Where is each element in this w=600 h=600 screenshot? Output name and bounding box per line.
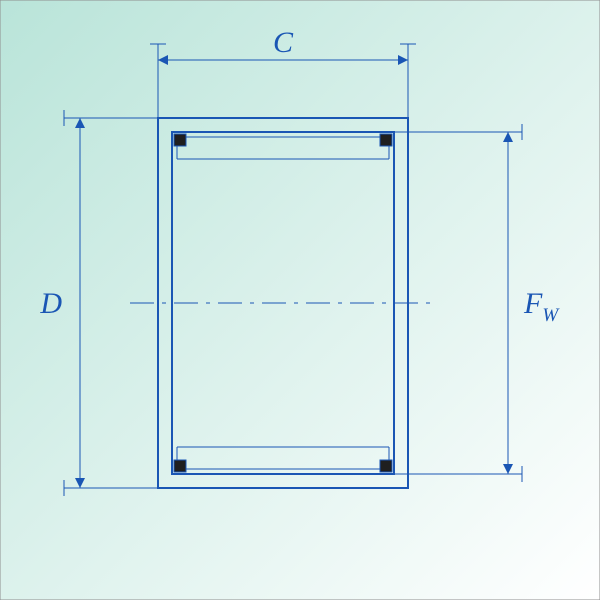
diagram-canvas: CDFW: [0, 0, 600, 600]
dim-label-c: C: [273, 26, 294, 59]
dim-label-d: D: [39, 287, 62, 320]
retainer-corner: [380, 134, 392, 146]
retainer-corner: [174, 460, 186, 472]
retainer-corner: [174, 134, 186, 146]
retainer-corner: [380, 460, 392, 472]
diagram-svg: CDFW: [0, 0, 600, 600]
